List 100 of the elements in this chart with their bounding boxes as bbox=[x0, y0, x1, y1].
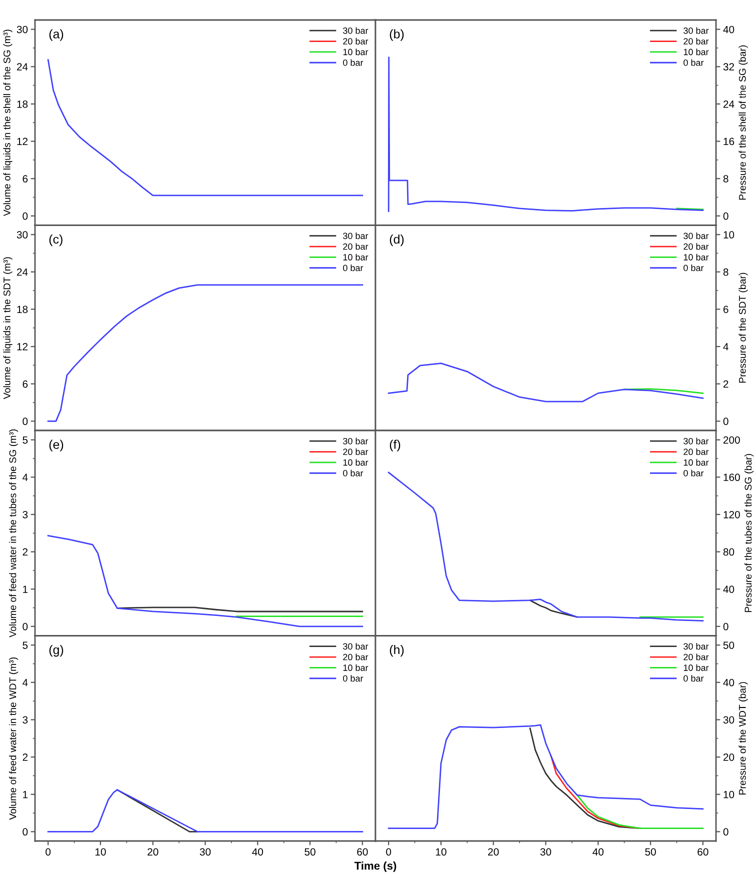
y-tick-label: 24 bbox=[16, 63, 28, 70]
y-tick-label: 6 bbox=[723, 306, 728, 314]
y-tick-label: 2 bbox=[723, 380, 728, 388]
x-axis-title: Time (s) bbox=[354, 862, 396, 872]
x-tick-label: 10 bbox=[95, 848, 106, 856]
y-tick-label: 0 bbox=[22, 418, 28, 426]
legend-label: 10 bar bbox=[343, 459, 368, 466]
y-tick-label: 1 bbox=[23, 790, 28, 798]
y-tick-label: 4 bbox=[22, 679, 28, 686]
y-tick-label: 4 bbox=[723, 343, 728, 350]
legend-label: 10 bar bbox=[343, 664, 368, 671]
legend-label: 20 bar bbox=[684, 243, 709, 250]
legend-label: 20 bar bbox=[343, 654, 368, 660]
y-axis-title: Volume of liquids in the SDT (m³) bbox=[3, 257, 12, 400]
legend-label: 10 bar bbox=[684, 254, 709, 260]
line-series bbox=[47, 789, 364, 832]
legend-label: 0 bar bbox=[343, 674, 364, 682]
y-tick-label: 18 bbox=[17, 100, 28, 108]
y-tick-label: 12 bbox=[17, 138, 28, 146]
annotation: (c) bbox=[49, 234, 62, 246]
legend-label: 10 bar bbox=[684, 459, 709, 466]
x-tick-label: 10 bbox=[436, 848, 446, 856]
legend-label: 0 bar bbox=[684, 470, 704, 476]
legend-label: 0 bar bbox=[343, 264, 364, 272]
y-tick-label: 40 bbox=[723, 26, 734, 34]
annotation: (a) bbox=[49, 29, 64, 41]
y-axis-title: Volume of feed water in the WDT (m³) bbox=[9, 657, 18, 820]
x-tick-label: 60 bbox=[698, 848, 708, 856]
x-tick-label: 20 bbox=[148, 848, 158, 856]
annotation: (g) bbox=[49, 644, 64, 657]
legend-label: 10 bar bbox=[343, 48, 368, 56]
y-tick-label: 40 bbox=[723, 678, 734, 686]
y-tick-label: 160 bbox=[724, 474, 740, 482]
legend-label: 10 bar bbox=[684, 48, 709, 56]
y-axis-title: Volume of liquids in the shell of the SG (m³) bbox=[3, 30, 12, 216]
annotation: (f) bbox=[390, 440, 400, 452]
y-tick-label: 0 bbox=[22, 212, 28, 220]
legend-label: 20 bar bbox=[684, 38, 709, 45]
legend-label: 0 bar bbox=[343, 59, 364, 66]
y-tick-label: 1 bbox=[23, 586, 28, 593]
legend-label: 30 bar bbox=[684, 438, 709, 444]
annotation: (e) bbox=[49, 440, 64, 452]
x-tick-label: 30 bbox=[540, 848, 552, 856]
legend-label: 30 bar bbox=[343, 27, 368, 34]
y-tick-label: 4 bbox=[22, 474, 28, 481]
x-tick-label: 0 bbox=[46, 848, 51, 856]
y-tick-label: 20 bbox=[723, 754, 734, 761]
y-tick-label: 30 bbox=[16, 26, 28, 34]
legend-label: 0 bar bbox=[684, 674, 704, 682]
y-axis-title: Pressure of the SDT (bar) bbox=[738, 272, 748, 383]
line-series bbox=[47, 59, 364, 196]
x-tick-label: 20 bbox=[488, 848, 499, 856]
y-axis-title: Volume of feed water in the tubes of the SG (m³) bbox=[9, 429, 18, 638]
y-tick-label: 10 bbox=[724, 231, 734, 238]
y-tick-label: 0 bbox=[723, 622, 728, 630]
line-series bbox=[388, 724, 704, 830]
legend-label: 20 bar bbox=[343, 38, 368, 45]
y-tick-label: 0 bbox=[723, 828, 728, 836]
y-axis-title: Pressure of the tubes of the SG (bar) bbox=[744, 454, 754, 612]
y-tick-label: 0 bbox=[723, 212, 728, 220]
y-tick-label: 5 bbox=[22, 642, 28, 649]
legend-label: 10 bar bbox=[343, 254, 368, 260]
y-tick-label: 30 bbox=[16, 231, 28, 238]
y-tick-label: 3 bbox=[22, 510, 28, 518]
y-axis-title: Pressure of the WDT (bar) bbox=[738, 682, 748, 794]
annotation: (h) bbox=[390, 644, 404, 657]
y-tick-label: 0 bbox=[723, 418, 728, 426]
y-tick-label: 32 bbox=[723, 63, 734, 71]
legend-label: 0 bar bbox=[684, 59, 704, 66]
line-series bbox=[576, 794, 704, 830]
x-tick-label: 40 bbox=[252, 848, 264, 856]
y-tick-label: 6 bbox=[22, 380, 28, 388]
y-tick-label: 3 bbox=[22, 716, 28, 724]
y-tick-label: 8 bbox=[723, 175, 728, 182]
legend-label: 20 bar bbox=[684, 654, 709, 660]
legend-label: 0 bar bbox=[343, 470, 364, 476]
legend-label: 10 bar bbox=[684, 664, 709, 671]
legend-label: 30 bar bbox=[343, 232, 368, 240]
annotation: (b) bbox=[390, 29, 404, 41]
x-tick-label: 40 bbox=[592, 848, 604, 856]
x-tick-label: 30 bbox=[200, 848, 211, 856]
y-tick-label: 5 bbox=[22, 436, 28, 444]
line-series bbox=[47, 284, 364, 422]
line-series bbox=[529, 728, 641, 830]
legend-label: 30 bar bbox=[684, 27, 709, 34]
x-tick-label: 50 bbox=[645, 848, 656, 856]
line-series bbox=[388, 362, 704, 402]
legend-label: 30 bar bbox=[684, 232, 709, 240]
legend-label: 30 bar bbox=[343, 438, 368, 444]
y-tick-label: 120 bbox=[724, 510, 740, 518]
x-tick-label: 60 bbox=[357, 848, 368, 856]
y-tick-label: 50 bbox=[723, 642, 734, 649]
y-tick-label: 80 bbox=[723, 548, 734, 556]
line-series bbox=[550, 755, 641, 830]
line-series bbox=[47, 535, 364, 628]
y-tick-label: 2 bbox=[22, 548, 28, 556]
legend-label: 0 bar bbox=[684, 264, 704, 272]
y-tick-label: 6 bbox=[22, 175, 28, 182]
y-tick-label: 8 bbox=[723, 268, 728, 276]
legend-label: 30 bar bbox=[343, 642, 368, 650]
